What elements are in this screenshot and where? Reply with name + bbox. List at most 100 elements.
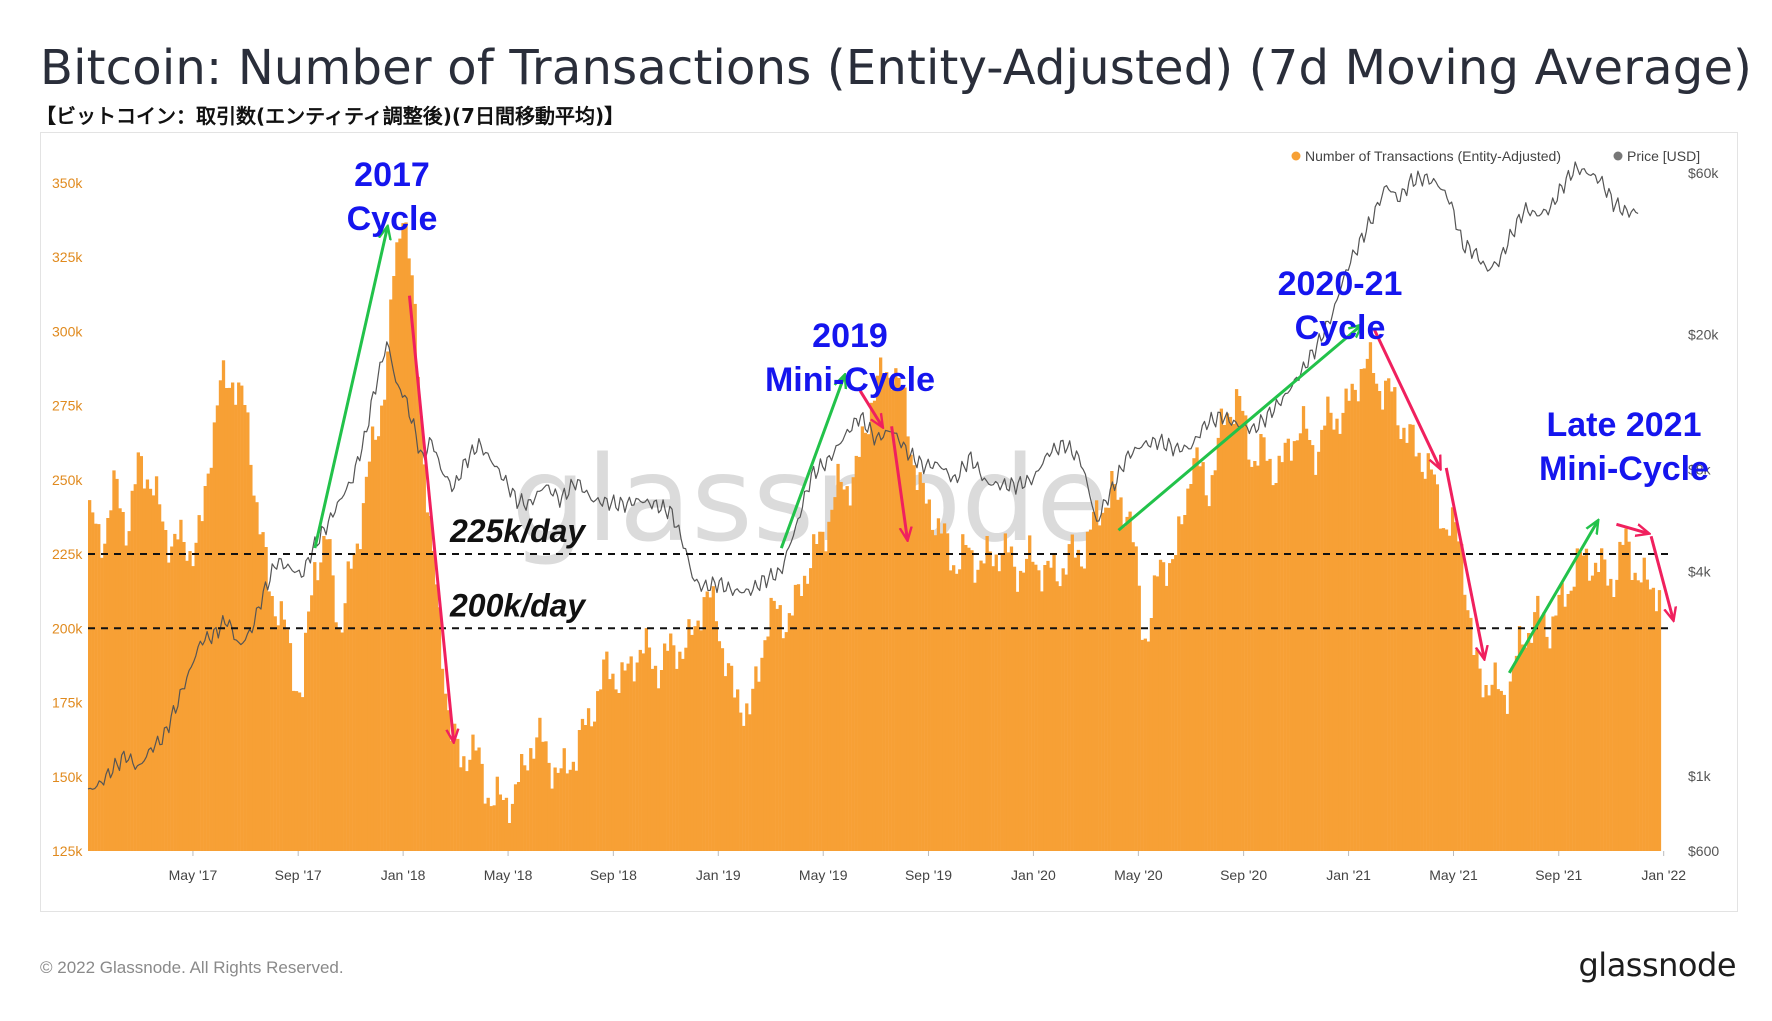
tx-bar	[1018, 570, 1023, 851]
tx-bar	[1450, 507, 1455, 851]
tx-bar	[1091, 511, 1096, 851]
tx-bar	[842, 489, 846, 851]
tx-bar	[364, 476, 369, 851]
chart-frame	[40, 132, 1738, 912]
brand-logo[interactable]: glassnode	[1578, 946, 1736, 984]
tx-bar	[745, 703, 749, 851]
tx-bar	[793, 584, 798, 851]
tx-bar	[471, 734, 475, 851]
tx-bar	[538, 717, 542, 851]
tx-bar	[1012, 566, 1017, 851]
tx-bar	[1520, 644, 1525, 851]
tx-bar	[714, 621, 719, 851]
tx-bar	[194, 542, 198, 851]
tx-bar	[696, 620, 700, 851]
tx-bar	[930, 529, 935, 851]
tx-bar	[1037, 570, 1041, 851]
tx-bar	[778, 605, 782, 851]
tx-bar	[358, 549, 363, 851]
tx-bar	[191, 566, 195, 851]
tx-bar	[276, 625, 280, 851]
tx-bar	[644, 628, 649, 851]
tx-bar	[1110, 471, 1114, 851]
tx-bar	[1052, 553, 1056, 851]
tx-bar	[1143, 638, 1147, 851]
tx-bar	[812, 534, 816, 851]
tx-bar	[766, 636, 770, 851]
tx-bar	[684, 647, 688, 851]
y-left-tick-label: 350k	[52, 175, 83, 191]
y-right-tick-label: $8k	[1688, 462, 1712, 478]
tx-bar	[580, 718, 585, 851]
tx-bar	[386, 351, 390, 851]
tx-bar	[1499, 690, 1503, 851]
tx-bar	[504, 797, 509, 851]
price-line	[87, 161, 1639, 790]
tx-bar	[1612, 597, 1616, 851]
tx-bar	[532, 758, 536, 851]
tx-bar	[1399, 439, 1403, 851]
tx-bar	[1131, 542, 1135, 851]
tx-bar	[380, 405, 384, 851]
tx-bar	[967, 547, 971, 851]
tx-bar	[891, 390, 895, 851]
tx-bar	[215, 405, 220, 851]
tx-bar	[885, 372, 889, 851]
tx-bar	[1213, 470, 1217, 851]
tx-bar	[206, 473, 210, 851]
legend-tx-label[interactable]: Number of Transactions (Entity-Adjusted)	[1305, 148, 1561, 164]
reference-label-0: 225k/day	[449, 513, 587, 549]
tx-bar	[322, 536, 326, 851]
tx-bar	[434, 584, 439, 851]
tx-bar	[827, 521, 831, 851]
legend-price-label[interactable]: Price [USD]	[1627, 148, 1700, 164]
tx-bar	[148, 488, 153, 851]
tx-bar	[1530, 642, 1534, 851]
tx-bar	[1523, 647, 1528, 851]
tx-bar	[1028, 535, 1032, 851]
legend[interactable]: Number of Transactions (Entity-Adjusted)…	[1291, 148, 1701, 164]
x-tick-label: Jan '18	[381, 867, 426, 883]
tx-bar	[1125, 516, 1129, 851]
tx-bar	[1563, 606, 1567, 851]
tx-bar	[1015, 591, 1020, 851]
tx-bar	[1438, 528, 1443, 851]
tx-bar	[1408, 424, 1412, 851]
tx-bar	[130, 490, 134, 851]
tx-bar	[1034, 564, 1038, 851]
tx-bar	[739, 712, 743, 851]
tx-bar	[1286, 438, 1290, 851]
tx-bar	[1536, 595, 1540, 851]
tx-bar	[1198, 466, 1202, 851]
tx-bar	[1539, 618, 1543, 851]
tx-bar	[760, 657, 764, 851]
tx-bar	[1374, 383, 1379, 851]
tx-bar	[507, 823, 512, 851]
tx-bar	[1657, 590, 1662, 851]
tx-bar	[139, 456, 144, 851]
tx-bar	[1192, 458, 1196, 851]
tx-bar	[151, 495, 156, 851]
tx-bar	[1384, 380, 1388, 851]
tx-bar	[142, 488, 147, 851]
tx-bar	[106, 518, 110, 851]
tx-bar	[924, 503, 928, 851]
tx-bar	[1560, 582, 1564, 851]
tx-bar	[1347, 400, 1351, 851]
tx-bar	[1164, 585, 1169, 851]
tx-bar	[1244, 415, 1248, 851]
y-left-tick-label: 225k	[52, 546, 83, 562]
tx-bar	[486, 797, 490, 851]
tx-bar	[1152, 575, 1157, 851]
tx-bar	[1137, 585, 1141, 851]
tx-bar	[608, 679, 612, 851]
tx-bar	[1210, 475, 1214, 851]
tx-bar	[173, 533, 177, 851]
tx-bar	[188, 551, 192, 851]
tx-bar	[377, 436, 381, 851]
tx-bar	[297, 692, 302, 851]
tx-bar	[1432, 474, 1436, 851]
tx-bar	[1171, 559, 1175, 851]
tx-bar	[632, 681, 636, 851]
tx-bar	[1642, 557, 1646, 851]
